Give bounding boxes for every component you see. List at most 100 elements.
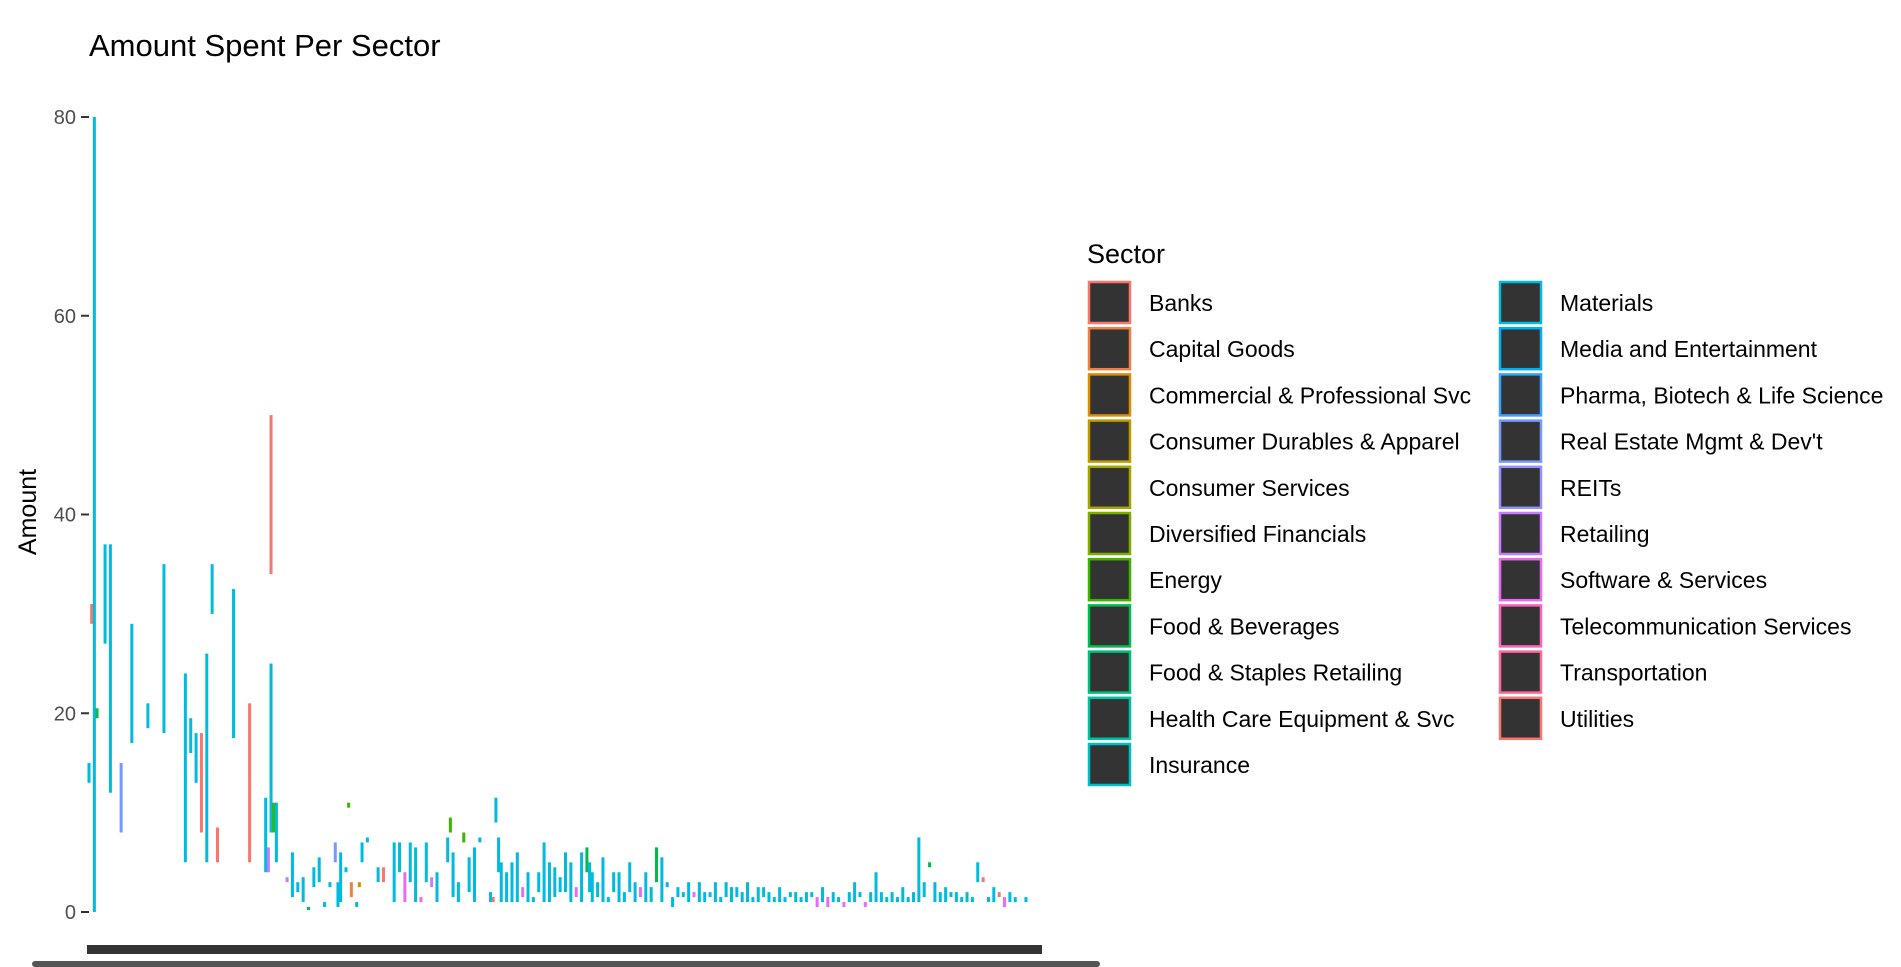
legend-label: REITs (1560, 475, 1621, 501)
legend-label: Diversified Financials (1149, 521, 1366, 547)
bar (510, 862, 514, 903)
bars-layer (87, 117, 1028, 912)
bar (392, 842, 396, 903)
bar (248, 703, 252, 863)
y-tick-label: 60 (54, 306, 76, 328)
bar (933, 882, 937, 903)
y-tick-label: 0 (65, 902, 76, 924)
bar (644, 872, 648, 903)
bar (499, 862, 503, 903)
bar (448, 817, 452, 833)
bar (649, 887, 653, 903)
bar (328, 882, 332, 888)
legend-label: Food & Beverages (1149, 613, 1340, 639)
bar (317, 857, 321, 883)
bar (735, 887, 739, 898)
bar (564, 852, 567, 893)
bar (146, 703, 150, 729)
legend-label: Retailing (1560, 521, 1650, 547)
bar (531, 897, 535, 903)
bar (842, 902, 846, 908)
legend-key (1087, 742, 1132, 787)
bar (494, 797, 498, 823)
bar (863, 902, 867, 908)
bar (119, 762, 123, 833)
bar (820, 887, 824, 903)
bar (906, 897, 910, 903)
bar (103, 544, 107, 644)
legend-label: Materials (1560, 290, 1653, 316)
bar (424, 842, 428, 883)
bar (944, 887, 948, 903)
bar (266, 847, 270, 873)
legend-label: Transportation (1560, 660, 1707, 686)
bar (922, 882, 926, 898)
x-axis-rug (87, 945, 1042, 954)
y-tick-label: 20 (54, 703, 76, 725)
bar (762, 887, 766, 898)
bar (729, 887, 733, 903)
bar (290, 852, 294, 898)
bar (713, 882, 717, 903)
bar (108, 544, 112, 793)
bar (612, 872, 616, 893)
bar (895, 897, 899, 903)
bar (997, 892, 1001, 898)
legend-label: Consumer Durables & Apparel (1149, 429, 1460, 455)
bar (376, 867, 380, 883)
bar (976, 862, 980, 883)
legend-label: Food & Staples Retailing (1149, 660, 1402, 686)
bar (703, 892, 707, 903)
bar (456, 882, 460, 903)
bar (462, 832, 466, 843)
bar (697, 882, 701, 903)
bar (794, 892, 798, 903)
bar (307, 907, 311, 911)
legend-key (1087, 326, 1132, 371)
bar (681, 892, 685, 898)
bar (660, 857, 664, 903)
bar (879, 892, 883, 903)
bar (205, 653, 209, 863)
legend-key (1087, 557, 1132, 602)
bar (826, 897, 830, 908)
legend-key (1498, 465, 1543, 510)
legend-key (1498, 696, 1543, 741)
bar (272, 802, 276, 833)
scrollbar[interactable] (32, 961, 1100, 967)
bar (472, 847, 476, 903)
bar (970, 897, 974, 903)
bar (269, 415, 273, 575)
bar (558, 877, 562, 893)
bar (874, 872, 878, 903)
bar (853, 882, 857, 903)
bar (349, 882, 353, 898)
bar (655, 847, 659, 883)
bar (965, 892, 969, 903)
bar (585, 847, 589, 873)
bar (767, 892, 771, 903)
bar (478, 837, 482, 843)
bar (810, 892, 814, 898)
bar (633, 882, 637, 903)
bar (408, 842, 412, 883)
bar (414, 847, 418, 903)
bar (740, 892, 744, 903)
legend-label: Telecommunication Services (1560, 613, 1851, 639)
legend-label: Insurance (1149, 752, 1250, 778)
y-tick-label: 40 (54, 505, 76, 527)
bar (574, 887, 578, 898)
legend-key (1498, 280, 1543, 325)
bar (869, 892, 873, 903)
bar (189, 718, 193, 753)
bar (264, 797, 268, 873)
bar (901, 887, 905, 903)
bar (505, 872, 509, 903)
bar (708, 892, 712, 898)
bar (596, 882, 600, 898)
bar (601, 857, 605, 903)
legend-label: Real Estate Mgmt & Dev't (1560, 429, 1823, 455)
bar (783, 897, 787, 903)
legend-label: Media and Entertainment (1560, 336, 1818, 362)
bar (339, 852, 343, 903)
